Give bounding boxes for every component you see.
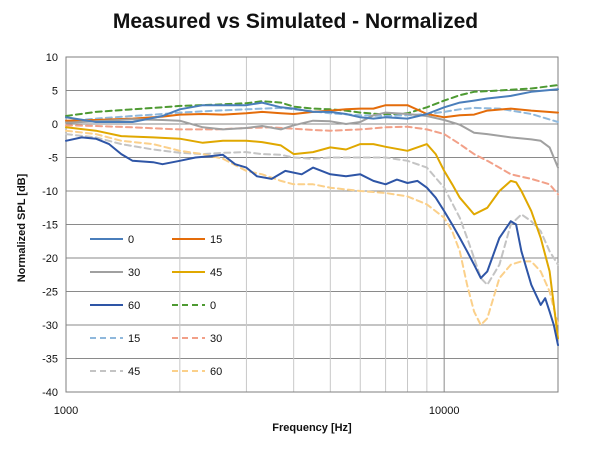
y-tick-label: 5 <box>52 86 58 98</box>
y-tick-labels: 10 5 0 -5 -10 -15 -20 -25 -30 -35 -40 <box>42 52 58 399</box>
y-tick-label: -15 <box>42 220 58 232</box>
chart-title: Measured vs Simulated - Normalized <box>112 10 479 33</box>
legend-label: 45 <box>128 366 140 378</box>
series-line-solid-0 <box>65 88 559 123</box>
plot-frame <box>65 56 559 393</box>
legend-label: 60 <box>128 300 140 312</box>
y-tick-label: -40 <box>42 387 58 399</box>
legend-label: 15 <box>210 234 222 246</box>
x-tick-labels: 1000 10000 <box>54 405 460 417</box>
y-tick-label: 0 <box>52 119 58 131</box>
y-tick-label: 10 <box>46 52 58 64</box>
legend-label: 0 <box>128 234 134 246</box>
legend-label: 30 <box>210 333 222 345</box>
series-line-solid-15 <box>65 104 559 122</box>
series-line-dashed-0 <box>65 84 559 117</box>
legend-label: 60 <box>210 366 222 378</box>
series-lines <box>65 84 559 347</box>
y-tick-label: -30 <box>42 320 58 332</box>
series-line-dashed-60 <box>65 129 559 326</box>
legend: 0 15 30 45 60 0 15 30 45 60 <box>90 234 222 378</box>
series-line-solid-45 <box>65 126 559 340</box>
legend-label: 15 <box>128 333 140 345</box>
series-line-solid-30 <box>65 111 559 169</box>
y-tick-label: -20 <box>42 253 58 265</box>
legend-label: 45 <box>210 267 222 279</box>
legend-label: 30 <box>128 267 140 279</box>
series-line-solid-60 <box>65 136 559 347</box>
y-tick-label: -25 <box>42 287 58 299</box>
legend-label: 0 <box>210 300 216 312</box>
y-tick-label: -35 <box>42 354 58 366</box>
series-line-dashed-30 <box>65 124 559 196</box>
x-axis-label: Frequency [Hz] <box>272 422 352 434</box>
y-tick-label: -5 <box>48 153 58 165</box>
y-tick-label: -10 <box>42 186 58 198</box>
x-tick-label: 10000 <box>429 405 460 417</box>
x-tick-label: 1000 <box>54 405 78 417</box>
